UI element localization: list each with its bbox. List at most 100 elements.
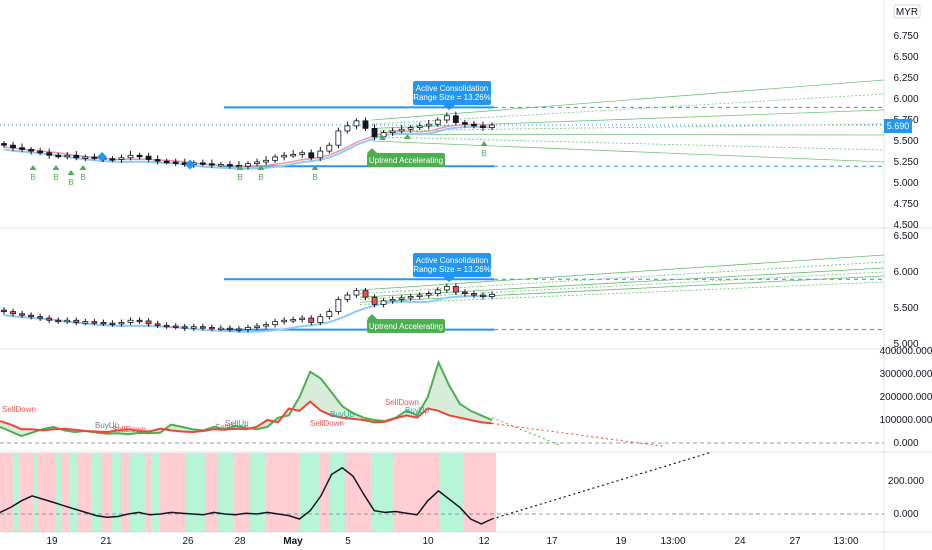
candle-body[interactable] [434,289,441,294]
candle-body[interactable] [181,326,188,329]
candle-body[interactable] [326,144,333,152]
uptrend-accelerating-label[interactable]: Uptrend Accelerating [367,148,445,167]
candle-body[interactable] [461,291,468,295]
candle-body[interactable] [398,297,405,300]
candle-body[interactable] [480,294,486,297]
candle-body[interactable] [82,156,89,159]
candle-body[interactable] [19,147,25,150]
candle-body[interactable] [389,130,396,133]
currency-badge[interactable]: MYR [893,4,921,19]
candle-body[interactable] [28,314,35,318]
price-pane-secondary[interactable]: Active Consolidation(Range Size = 13.26%… [1,253,885,333]
candle-body[interactable] [489,293,495,297]
candle-body[interactable] [263,324,269,327]
candle-body[interactable] [461,122,468,125]
candle-body[interactable] [389,298,396,302]
candle-body[interactable] [362,290,369,298]
candle-body[interactable] [317,150,324,159]
candle-body[interactable] [10,311,16,315]
diamond-marker[interactable] [185,159,195,170]
candle-body[interactable] [163,160,170,164]
candle-body[interactable] [281,154,288,158]
buy-signal-arrow[interactable] [67,170,75,175]
candle-body[interactable] [154,159,161,162]
uptrend-accelerating-label[interactable]: Uptrend Accelerating [367,314,445,333]
candle-body[interactable] [190,326,197,329]
candle-body[interactable] [290,154,297,157]
candle-body[interactable] [407,127,414,130]
candle-body[interactable] [1,143,7,146]
candle-body[interactable] [64,154,71,158]
candle-body[interactable] [217,327,224,331]
candle-body[interactable] [452,115,459,123]
candle-body[interactable] [82,321,89,324]
candle-body[interactable] [145,155,152,160]
candle-body[interactable] [263,159,269,163]
candle-body[interactable] [37,150,44,154]
candle-body[interactable] [371,296,378,305]
candle-body[interactable] [398,128,405,132]
candle-body[interactable] [91,321,98,324]
buy-signal-arrow[interactable] [404,134,411,139]
candle-body[interactable] [236,328,242,331]
candle-body[interactable] [254,325,260,328]
candle-body[interactable] [317,316,324,323]
buy-signal-arrow[interactable] [311,165,319,170]
candle-body[interactable] [434,119,441,125]
candle-body[interactable] [407,296,414,299]
candle-body[interactable] [335,298,342,312]
candle-body[interactable] [46,152,53,156]
candle-body[interactable] [127,319,134,323]
candle-body[interactable] [118,157,125,160]
candle-body[interactable] [73,154,80,159]
active-consolidation-label[interactable]: Active Consolidation(Range Size = 13.26%… [411,253,494,282]
candle-body[interactable] [443,285,450,291]
buy-signal-arrow[interactable] [236,165,244,170]
candle-body[interactable] [272,321,279,325]
candle-body[interactable] [19,313,25,316]
buy-signal-arrow[interactable] [480,141,488,146]
buy-signal-arrow[interactable] [29,165,37,170]
candle-body[interactable] [326,311,333,318]
candle-body[interactable] [227,327,233,331]
candle-body[interactable] [443,115,450,121]
candle-body[interactable] [172,161,179,164]
candle-body[interactable] [64,319,71,323]
candle-body[interactable] [37,316,44,319]
candle-body[interactable] [452,285,459,293]
candle-body[interactable] [199,326,206,329]
candle-body[interactable] [245,327,251,331]
candle-body[interactable] [471,293,477,296]
candle-body[interactable] [136,154,143,158]
candle-body[interactable] [208,163,215,166]
candle-body[interactable] [217,164,224,167]
candle-body[interactable] [299,317,306,320]
candle-body[interactable] [109,158,116,161]
candle-body[interactable] [335,130,342,146]
candle-body[interactable] [208,327,215,330]
candle-body[interactable] [489,124,495,128]
candle-body[interactable] [416,125,423,128]
buy-signal-arrow[interactable] [379,135,386,140]
buy-signal-arrow[interactable] [79,165,87,170]
candle-body[interactable] [163,324,170,328]
candle-body[interactable] [127,154,134,159]
candle-body[interactable] [145,320,152,325]
buy-signal-arrow[interactable] [257,165,265,170]
candle-body[interactable] [353,120,360,127]
candle-body[interactable] [480,125,486,128]
candle-body[interactable] [416,294,423,297]
candle-body[interactable] [272,156,279,161]
candle-body[interactable] [136,319,143,323]
price-axis[interactable]: 7.0006.7506.5006.2506.0005.7505.5005.250… [880,10,932,520]
candle-body[interactable] [55,154,62,158]
oscillator-line[interactable] [0,466,493,525]
candle-body[interactable] [290,319,297,322]
diamond-marker[interactable] [97,151,107,162]
sell-pressure-line[interactable] [0,400,493,434]
candle-body[interactable] [245,163,251,167]
candle-body[interactable] [10,144,16,149]
candle-body[interactable] [425,293,432,296]
